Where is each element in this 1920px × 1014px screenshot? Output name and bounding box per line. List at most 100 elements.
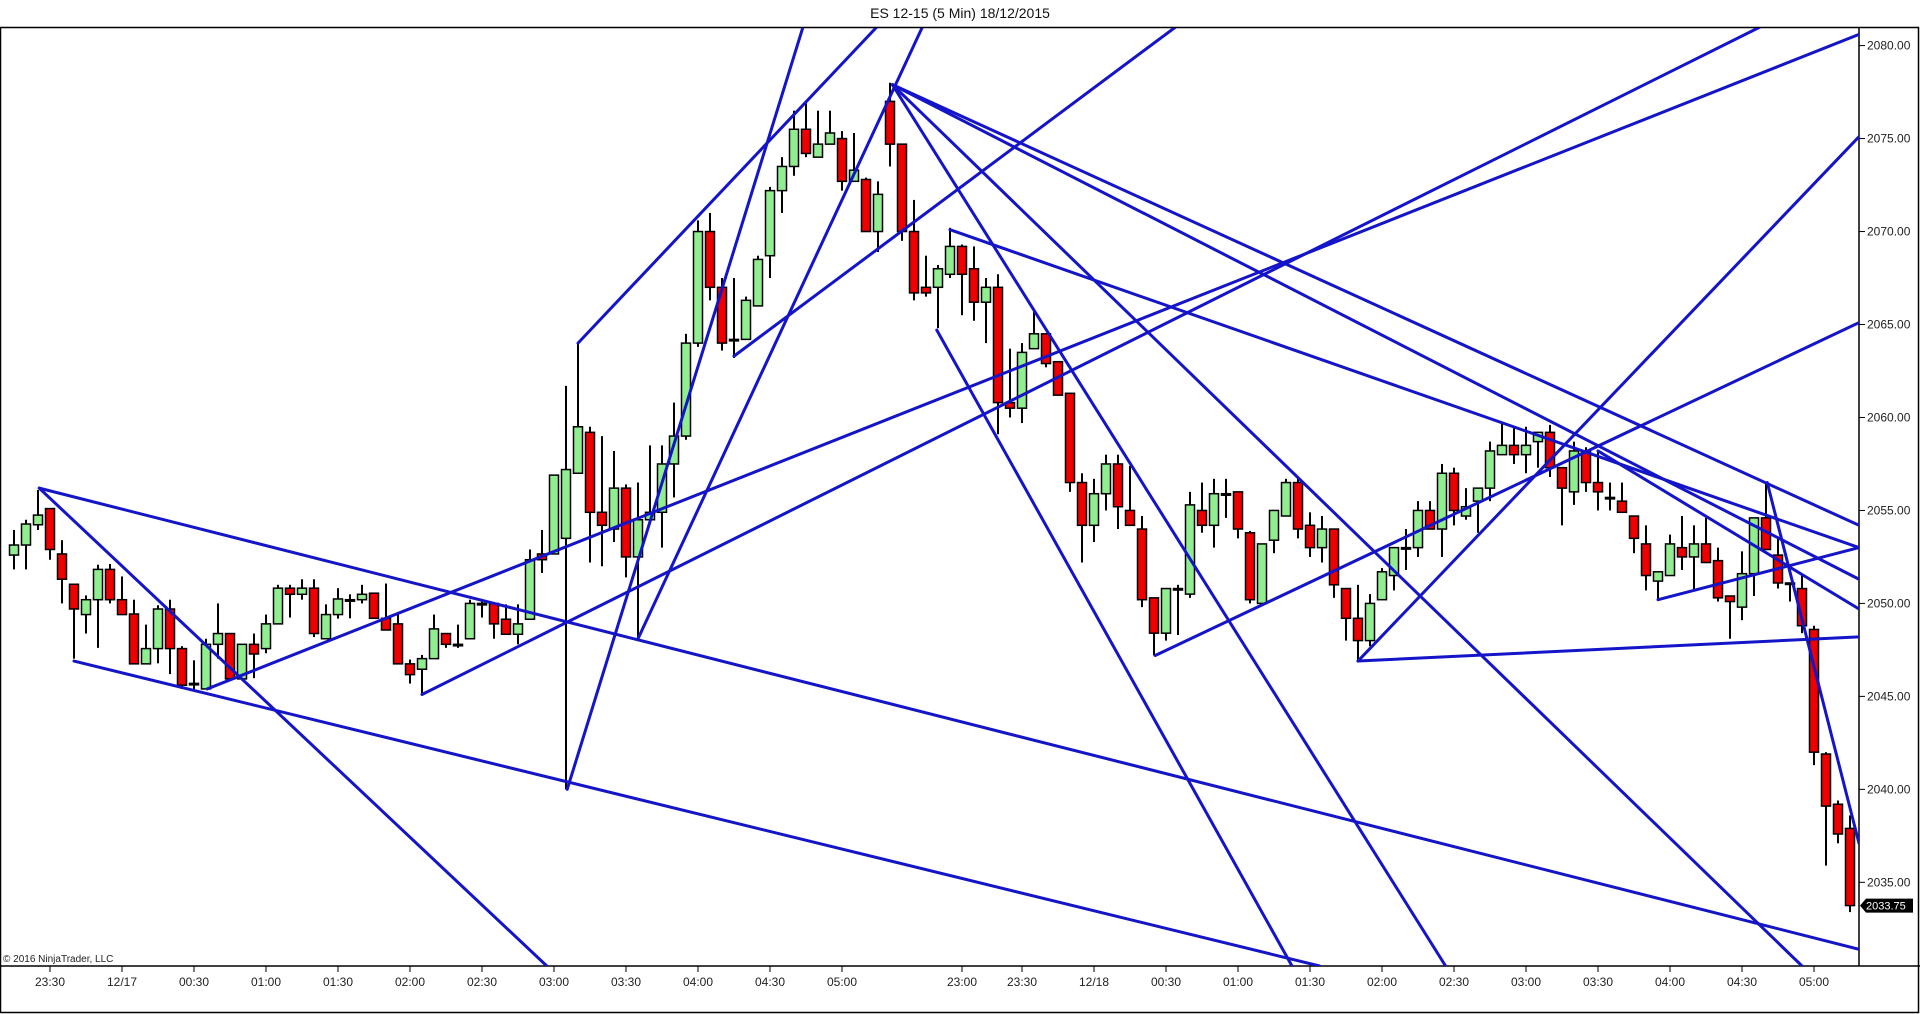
candle — [1352, 584, 1364, 662]
candle-body-down — [1616, 500, 1628, 514]
candle-body-up — [1364, 602, 1376, 642]
trend-line[interactable] — [732, 27, 1177, 358]
x-tick-label: 23:00 — [947, 975, 977, 989]
trend-line[interactable] — [1656, 546, 1859, 602]
candle-body-up — [656, 463, 668, 514]
trend-line[interactable] — [935, 328, 1294, 966]
candle — [104, 563, 116, 604]
candle — [1376, 568, 1388, 601]
candle-body-up — [668, 435, 680, 465]
candle-body-down — [1820, 753, 1832, 807]
candle-body-up — [1100, 463, 1112, 495]
trend-line[interactable] — [1356, 635, 1859, 663]
candle — [1844, 815, 1856, 913]
candle-body-up — [1172, 587, 1184, 591]
candle-body-up — [1436, 472, 1448, 530]
candle-body-up — [1484, 450, 1496, 489]
y-tick-label: 2070.00 — [1867, 225, 1911, 239]
candle — [944, 227, 956, 279]
candle-body-up — [416, 657, 428, 670]
trend-line[interactable] — [565, 27, 805, 791]
candle — [560, 385, 572, 790]
candle — [1124, 465, 1136, 527]
trend-line[interactable] — [205, 32, 1859, 691]
trend-line[interactable] — [1153, 321, 1859, 657]
candle — [296, 579, 308, 600]
x-axis[interactable]: 23:30 12/17 00:30 01:00 01:30 02:00 02:30 03:00… — [35, 966, 1829, 989]
trend-line[interactable] — [890, 83, 1448, 966]
candle-body-up — [788, 128, 800, 168]
candle — [1616, 482, 1628, 514]
trend-line[interactable] — [890, 83, 1804, 966]
candle — [1244, 530, 1256, 604]
x-tick-label: 03:00 — [539, 975, 569, 989]
candle-body-up — [476, 602, 488, 606]
candle — [1628, 515, 1640, 554]
y-tick-label: 2040.00 — [1867, 782, 1911, 796]
candle — [800, 103, 812, 158]
x-tick-label: 00:30 — [179, 975, 209, 989]
trend-line[interactable] — [890, 83, 1859, 527]
x-tick-label: 04:30 — [755, 975, 785, 989]
candle-body-down — [176, 647, 188, 686]
candle-body-down — [56, 553, 68, 580]
trend-line[interactable] — [890, 83, 1859, 581]
trend-line[interactable] — [37, 486, 549, 966]
x-tick-label: 04:30 — [1727, 975, 1757, 989]
candle — [1724, 595, 1736, 639]
candle-body-down — [920, 286, 932, 294]
y-tick-label: 2075.00 — [1867, 132, 1911, 146]
trend-line[interactable] — [37, 486, 1859, 951]
candle — [1520, 426, 1532, 474]
candle-body-down — [1148, 597, 1160, 634]
candle-body-down — [392, 623, 404, 665]
candle-body-down — [500, 618, 512, 636]
candle — [680, 333, 692, 440]
trend-line[interactable] — [636, 27, 924, 641]
candle — [1460, 488, 1472, 520]
candle — [620, 484, 632, 578]
candle — [812, 110, 824, 158]
y-tick-label: 2035.00 — [1867, 875, 1911, 889]
candle-body-down — [248, 643, 260, 655]
copyright-text: © 2016 NinjaTrader, LLC — [3, 954, 113, 965]
candle — [284, 584, 296, 618]
trend-line[interactable] — [948, 228, 1859, 550]
y-axis[interactable]: 2080.00 2075.00 2070.00 2065.00 2060.00 2055.… — [1859, 39, 1911, 890]
candle — [1220, 478, 1232, 518]
candle — [836, 131, 848, 191]
candle — [1832, 800, 1844, 844]
trend-lines-layer[interactable] — [37, 27, 1859, 966]
candle — [92, 564, 104, 648]
candle-body-up — [812, 143, 824, 158]
candle-body-down — [1580, 450, 1592, 484]
candle — [1604, 482, 1616, 511]
candle-body-up — [1256, 543, 1268, 605]
candle — [176, 646, 188, 689]
candle — [32, 489, 44, 530]
candle — [968, 246, 980, 321]
candle-body-down — [1328, 528, 1340, 586]
x-tick-label: 12/18 — [1079, 975, 1109, 989]
candle-body-up — [188, 682, 200, 686]
candle-body-up — [1736, 572, 1748, 608]
x-tick-label: 01:30 — [1295, 975, 1325, 989]
y-tick-label: 2045.00 — [1867, 689, 1911, 703]
candle-body-up — [320, 613, 332, 640]
candle — [908, 199, 920, 301]
x-tick-label: 00:30 — [1151, 975, 1181, 989]
candle-body-up — [32, 514, 44, 526]
trend-line[interactable] — [576, 27, 878, 345]
trend-line[interactable] — [1596, 449, 1859, 611]
last-price-tag-bg — [1860, 898, 1913, 913]
candle — [1328, 528, 1340, 598]
candle — [764, 186, 776, 279]
candle-body-up — [356, 593, 368, 601]
trend-line[interactable] — [420, 27, 1762, 697]
trend-line[interactable] — [72, 659, 1322, 966]
trend-line[interactable] — [1765, 481, 1859, 845]
candle — [1172, 584, 1184, 636]
candle-body-down — [1628, 515, 1640, 540]
trend-line[interactable] — [1356, 135, 1859, 663]
